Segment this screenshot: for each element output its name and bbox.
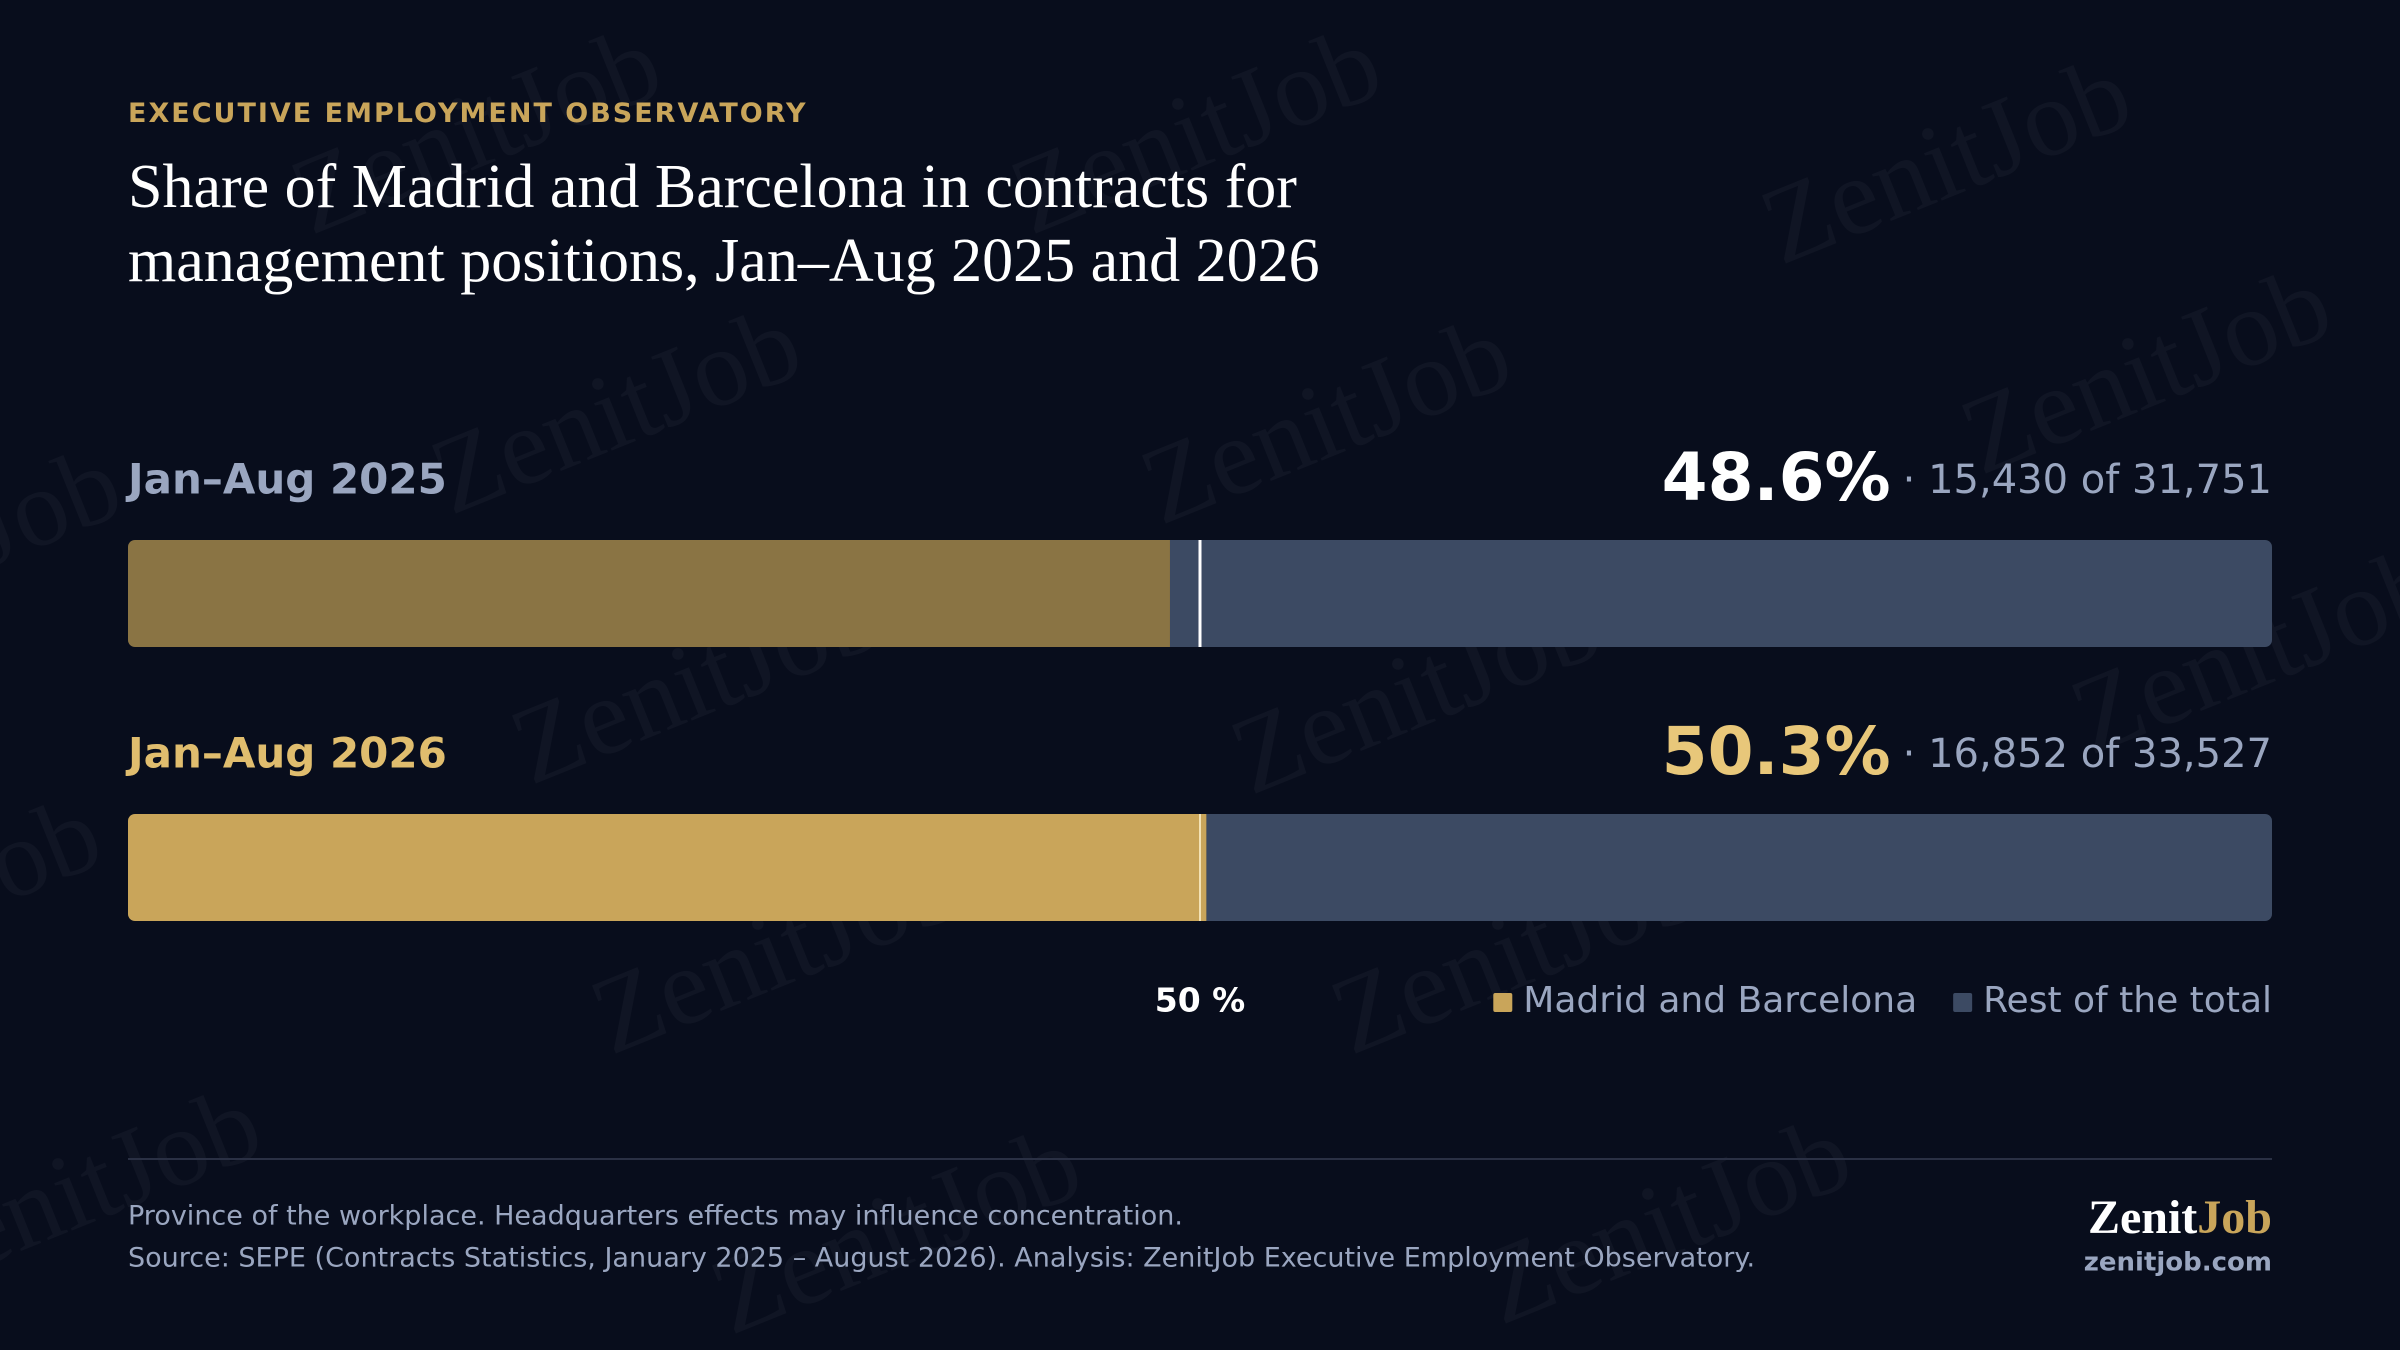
watermark: ZenitJob (0, 770, 117, 1027)
brand-first: Zenit (2088, 1191, 2197, 1244)
watermark: ZenitJob (0, 420, 137, 677)
legend-swatch (1493, 993, 1513, 1012)
bar-segment (128, 540, 1170, 647)
bar-segment (128, 814, 1207, 921)
legend-swatch (1953, 993, 1973, 1012)
value-detail: · 16,852 of 33,527 (1903, 731, 2272, 777)
watermark: ZenitJob (1464, 1090, 1867, 1347)
value-label: 48.6% · 15,430 of 31,751 (1662, 439, 2272, 516)
watermark: ZenitJob (0, 1060, 277, 1317)
kicker: EXECUTIVE EMPLOYMENT OBSERVATORY (128, 98, 808, 129)
watermark: ZenitJob (1124, 290, 1527, 547)
footnote: Province of the workplace. Headquarters … (128, 1201, 1183, 1232)
brand: ZenitJob (2088, 1191, 2272, 1244)
value-percent: 50.3% (1662, 713, 1891, 790)
chart-title: Share of Madrid and Barcelona in contrac… (128, 153, 1320, 295)
brand-url: zenitjob.com (2084, 1248, 2272, 1278)
value-label: 50.3% · 16,852 of 33,527 (1662, 713, 2272, 790)
brand-second: Job (2197, 1191, 2272, 1244)
value-percent: 48.6% (1662, 439, 1891, 516)
legend-label: Madrid and Barcelona (1523, 980, 1917, 1021)
footnote: Source: SEPE (Contracts Statistics, Janu… (128, 1243, 1755, 1274)
category-label: Jan–Aug 2026 (125, 729, 447, 778)
value-detail: · 15,430 of 31,751 (1903, 457, 2272, 503)
bar-segment (1169, 540, 2272, 647)
bar-segment (1206, 814, 2272, 921)
legend-label: Rest of the total (1983, 980, 2272, 1021)
bar-group (128, 814, 2272, 921)
watermark: ZenitJob (414, 280, 817, 537)
category-label: Jan–Aug 2025 (125, 455, 447, 504)
watermark: ZenitJob (1744, 30, 2147, 287)
x-tick-label: 50 % (1155, 981, 1245, 1020)
bar-group (128, 540, 2272, 647)
